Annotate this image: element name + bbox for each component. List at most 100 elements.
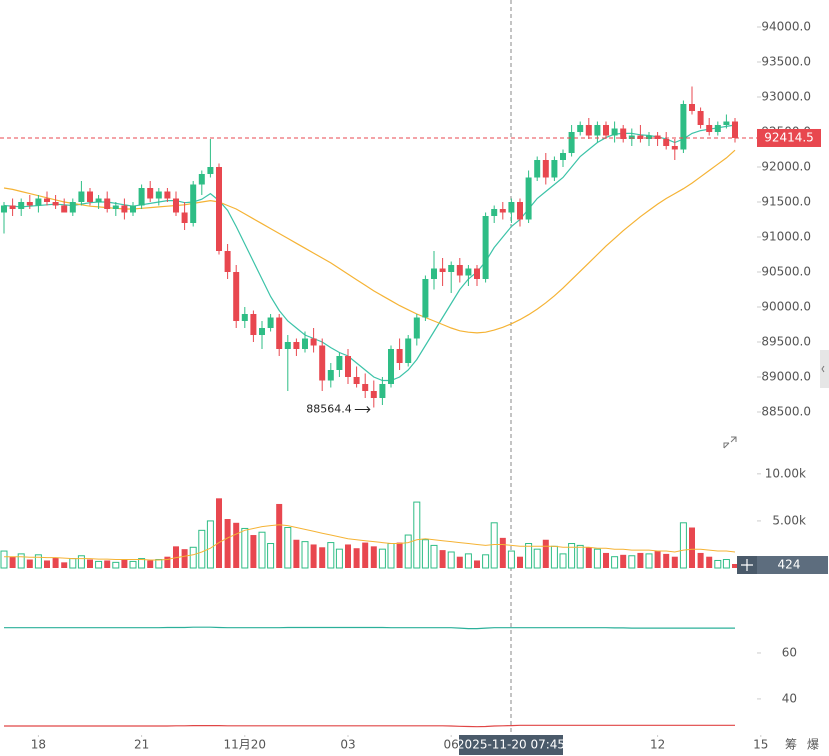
- candle-body: [422, 278, 429, 318]
- candle-body: [310, 338, 317, 346]
- indicator-tick-label: 60: [782, 645, 797, 659]
- candle-body: [732, 121, 738, 138]
- candle-body: [173, 198, 179, 213]
- y-tick-label: 91500.0: [761, 194, 811, 208]
- candle-body: [130, 205, 136, 213]
- volume-bar: [310, 544, 317, 568]
- volume-bar: [206, 520, 214, 569]
- candle-body: [198, 173, 205, 185]
- candle-body: [637, 135, 644, 139]
- volume-bar: [164, 556, 171, 568]
- candle-body: [525, 177, 532, 220]
- side-handle[interactable]: [820, 350, 829, 388]
- candle-body: [517, 201, 523, 220]
- indicator-line: [4, 626, 735, 630]
- candle-body: [405, 338, 412, 363]
- candle-body: [620, 128, 627, 139]
- volume-bar: [525, 543, 533, 569]
- y-tick-label: 90000.0: [761, 299, 811, 313]
- y-tick-label: 89500.0: [761, 334, 811, 348]
- y-tick-label: 94000.0: [761, 19, 811, 33]
- candle-body: [585, 124, 592, 136]
- candle-body: [396, 348, 403, 363]
- volume-bar: [293, 539, 300, 568]
- volume-bar: [576, 544, 584, 569]
- volume-bar: [44, 560, 50, 568]
- candle-body: [465, 268, 472, 276]
- candle-body: [147, 187, 154, 199]
- volume-bar: [464, 553, 472, 569]
- volume-bar: [430, 544, 438, 569]
- candle-body: [508, 201, 515, 213]
- candle-body: [104, 198, 111, 209]
- volume-bar: [327, 542, 335, 569]
- y-tick-label: 92000.0: [761, 159, 811, 173]
- candle-body: [190, 184, 197, 223]
- candle-body: [689, 103, 695, 111]
- volume-bar: [181, 549, 188, 568]
- expand-icon[interactable]: [723, 436, 737, 449]
- volume-bar: [413, 501, 421, 569]
- candle-body: [155, 191, 162, 199]
- last-price-label: 92414.5: [764, 130, 814, 144]
- candle-body: [138, 187, 145, 206]
- candle-body: [224, 250, 231, 272]
- volume-bar: [387, 543, 395, 569]
- candle-body: [87, 191, 93, 202]
- volume-bar: [620, 554, 627, 568]
- volume-bar: [654, 551, 661, 568]
- candle-body: [327, 369, 334, 381]
- crosshair-time-box: [459, 735, 563, 755]
- toolbar-item[interactable]: 爆: [807, 738, 819, 752]
- volume-bar: [507, 550, 515, 569]
- volume-bar: [77, 555, 85, 569]
- volume-ma-line: [4, 524, 736, 561]
- crosshair-time-label: 2025-11-20 07:45: [457, 738, 565, 752]
- candle-body: [534, 159, 541, 178]
- toolbar-item[interactable]: 筹: [785, 738, 797, 752]
- volume-bar: [421, 539, 429, 569]
- volume-bar: [34, 554, 42, 569]
- volume-bar: [637, 552, 644, 568]
- volume-bar: [0, 550, 8, 569]
- volume-bar: [645, 553, 653, 569]
- candle-body: [336, 355, 343, 370]
- candle-body: [439, 268, 446, 272]
- candle-body: [250, 313, 257, 335]
- volume-bar: [26, 559, 33, 568]
- volume-bar: [284, 527, 292, 569]
- volume-bar: [95, 560, 103, 569]
- candle-body: [456, 264, 463, 276]
- volume-bar: [121, 559, 128, 568]
- candle-body: [654, 135, 661, 139]
- volume-bar: [689, 527, 695, 568]
- volume-bar: [396, 542, 403, 568]
- volume-bar: [52, 557, 59, 568]
- candle-body: [259, 327, 265, 335]
- candle-body: [474, 268, 480, 279]
- volume-bar: [9, 556, 16, 568]
- candle-body: [9, 205, 16, 209]
- volume-bar: [482, 554, 490, 569]
- candle-body: [603, 124, 609, 136]
- candle-body: [1, 205, 7, 213]
- candle-body: [482, 215, 489, 279]
- volume-bar: [671, 556, 678, 568]
- volume-bar: [714, 559, 722, 569]
- candle-body: [594, 124, 601, 136]
- volume-bar: [155, 559, 163, 569]
- volume-bar: [233, 522, 240, 568]
- volume-bar: [224, 519, 231, 568]
- candle-body: [44, 198, 50, 202]
- volume-bar: [250, 535, 257, 568]
- volume-tick-label: 5.00k: [772, 513, 806, 527]
- x-tick-label: 06: [444, 738, 459, 752]
- x-tick-label: 21: [134, 738, 149, 752]
- volume-bar: [456, 556, 463, 568]
- candle-body: [69, 201, 76, 213]
- candle-body: [714, 124, 721, 132]
- candle-body: [284, 341, 291, 349]
- candle-body: [216, 166, 222, 251]
- volume-bar: [198, 529, 206, 569]
